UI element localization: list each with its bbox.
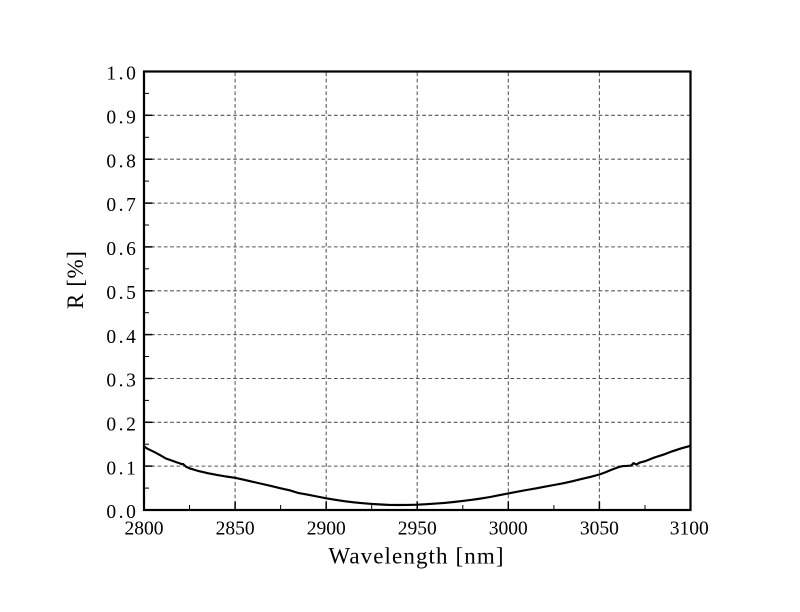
svg-text:0.9: 0.9 [106, 108, 138, 129]
svg-text:2800: 2800 [125, 519, 164, 540]
svg-text:2900: 2900 [307, 519, 346, 540]
svg-text:0.4: 0.4 [106, 327, 138, 348]
svg-text:0.1: 0.1 [106, 458, 138, 479]
svg-text:3100: 3100 [670, 519, 709, 540]
svg-text:R [%]: R [%] [63, 250, 88, 309]
svg-text:0.2: 0.2 [106, 415, 138, 436]
svg-text:3050: 3050 [580, 519, 619, 540]
svg-text:0.3: 0.3 [106, 371, 138, 392]
svg-text:1.0: 1.0 [106, 64, 138, 85]
svg-text:0.7: 0.7 [106, 195, 138, 216]
svg-text:3000: 3000 [489, 519, 528, 540]
svg-text:0.5: 0.5 [106, 283, 138, 304]
svg-text:2950: 2950 [398, 519, 437, 540]
svg-text:0.8: 0.8 [106, 151, 138, 172]
svg-text:0.6: 0.6 [106, 239, 138, 260]
svg-text:0.0: 0.0 [106, 502, 138, 523]
svg-text:2850: 2850 [216, 519, 255, 540]
svg-text:Wavelength [nm]: Wavelength [nm] [328, 544, 504, 569]
